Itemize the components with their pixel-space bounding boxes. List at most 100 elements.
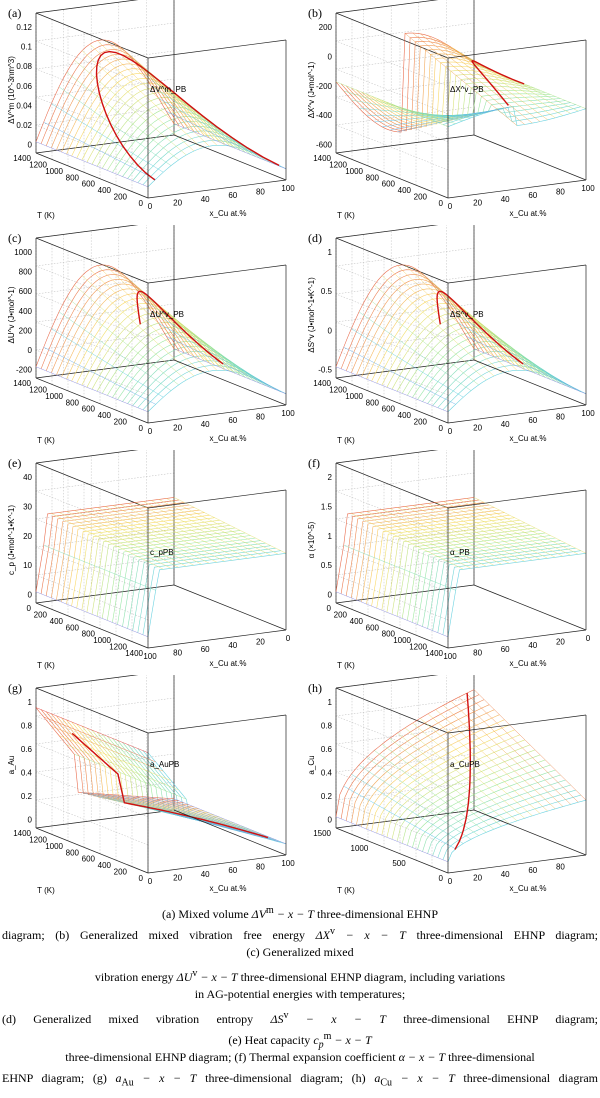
surface-line xyxy=(343,785,456,850)
z-tick-label: 0.08 xyxy=(16,62,32,71)
surface-line xyxy=(81,50,195,152)
t-tick-label: 0 xyxy=(139,874,144,883)
surface-line xyxy=(473,63,587,109)
z-tick-label: 40 xyxy=(23,473,32,482)
t-tick-label: 200 xyxy=(414,193,428,202)
x-tick-label: 20 xyxy=(256,638,265,647)
x-tick-label: 80 xyxy=(556,863,565,872)
surface-line xyxy=(450,701,564,807)
phase-boundary-curve xyxy=(454,692,471,850)
x-tick-label: 80 xyxy=(556,188,565,197)
grid-line xyxy=(335,78,475,98)
surface-line xyxy=(447,553,587,637)
surface-line xyxy=(74,510,187,567)
curve-annotation: c_pPB xyxy=(150,548,174,557)
surface-line xyxy=(397,106,510,133)
surface-line xyxy=(66,744,179,791)
surface-line xyxy=(397,265,510,372)
z-tick-label: 0 xyxy=(328,591,333,600)
t-axis-label: T (K) xyxy=(337,661,355,670)
x-tick-label: 80 xyxy=(473,648,482,657)
z-tick-label: 0 xyxy=(328,52,333,61)
x-tick-label: 0 xyxy=(148,202,153,211)
box-edge xyxy=(173,584,287,631)
surface-line xyxy=(340,694,480,819)
caption-line-5: in AG-potential energies with temperatur… xyxy=(194,987,406,1001)
z-tick-label: 1 xyxy=(328,248,333,257)
grid-line xyxy=(335,715,449,762)
x-tick-label: 20 xyxy=(173,873,182,882)
x-tick-label: 80 xyxy=(256,863,265,872)
curve-annotation: ΔX^v_PB xyxy=(450,85,484,94)
x-tick-label: 20 xyxy=(556,638,565,647)
z-axis-label: ΔS^v (J•mol^-1•K^-1) xyxy=(307,277,316,353)
surface-line xyxy=(58,86,172,166)
z-tick-label: 0.8 xyxy=(21,722,33,731)
surface-line xyxy=(96,527,236,617)
z-tick-label: 0 xyxy=(28,816,33,825)
surface-line xyxy=(132,355,271,406)
grid-line xyxy=(335,799,449,846)
t-tick-label: 200 xyxy=(414,418,428,427)
z-tick-label: 600 xyxy=(19,287,33,296)
surface-line xyxy=(166,110,279,166)
z-tick-label: 1.5 xyxy=(321,502,333,511)
z-tick-label: 20 xyxy=(23,532,32,541)
surface-line xyxy=(466,498,579,555)
surface-line xyxy=(435,709,548,812)
surface-line xyxy=(147,553,287,637)
grid-line xyxy=(35,349,149,396)
surface-line xyxy=(173,798,287,845)
x-axis-label: x_Cu at.% xyxy=(210,434,247,443)
surface-line xyxy=(412,267,525,371)
box-edge xyxy=(35,0,139,14)
t-tick-label: 1400 xyxy=(13,379,31,388)
panel-label: (e) xyxy=(8,456,22,470)
surface-line xyxy=(40,44,180,144)
z-tick-label: 0 xyxy=(328,816,333,825)
grid-line xyxy=(335,472,475,492)
surface-line xyxy=(420,504,533,561)
t-tick-label: 800 xyxy=(66,173,80,182)
t-tick-label: 400 xyxy=(50,617,64,626)
box-edge xyxy=(335,602,449,649)
panel-g: 0 0.2 0.4 0.6 0.8 1 1400 1200 1000 800 600 400 200 0 0… xyxy=(0,675,300,900)
surface-line xyxy=(422,540,561,627)
surface-line xyxy=(112,535,251,623)
x-tick-label: 0 xyxy=(448,427,453,436)
x-tick-label: 40 xyxy=(201,420,210,429)
grid-line xyxy=(35,500,175,520)
grid-line xyxy=(335,743,449,790)
panel-h: 0 0.2 0.4 0.6 0.8 1 1500 1000 500 0 0 20 40 60 80 a_Cu T… xyxy=(300,675,600,900)
z-tick-label: 0.12 xyxy=(16,23,32,32)
surface-line xyxy=(127,503,241,560)
surface-line xyxy=(97,507,210,564)
x-tick-label: 100 xyxy=(281,184,295,193)
surface-line xyxy=(112,267,225,371)
grid-line xyxy=(335,293,449,340)
surface-line xyxy=(443,42,556,119)
surface-line xyxy=(142,550,281,635)
surface-line xyxy=(473,497,587,554)
surface-line xyxy=(158,499,271,556)
z-tick-label: 0.6 xyxy=(321,745,333,754)
surface-line xyxy=(412,32,525,125)
grid-line xyxy=(35,331,175,351)
surface-line xyxy=(404,727,518,821)
x-tick-label: 60 xyxy=(228,866,237,875)
grid-line xyxy=(35,225,138,239)
plot-b: -600-400-2000200140012001000800600400200… xyxy=(307,0,595,220)
t-tick-label: 600 xyxy=(382,405,396,414)
z-tick-label: 0 xyxy=(328,326,333,335)
surface-line xyxy=(81,509,195,566)
surface-line xyxy=(386,522,525,613)
surface-line xyxy=(143,796,256,836)
surface-line xyxy=(43,121,156,180)
surface-line xyxy=(66,297,179,386)
grid-line xyxy=(35,96,149,143)
t-tick-label: 1400 xyxy=(13,829,31,838)
box-edge xyxy=(447,714,587,734)
surface-line xyxy=(86,727,225,820)
